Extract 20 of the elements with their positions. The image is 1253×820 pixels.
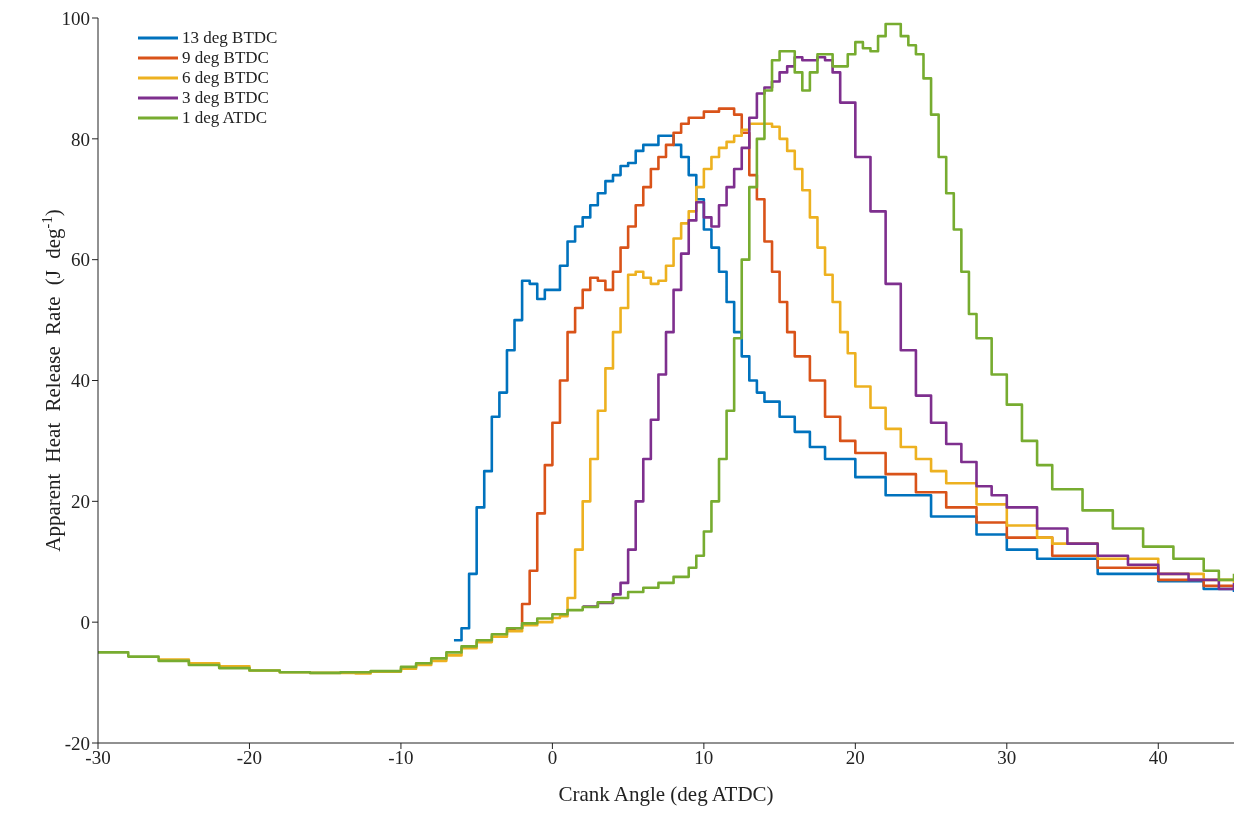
- legend-label: 6 deg BTDC: [182, 68, 269, 88]
- x-tick-label: 0: [547, 747, 558, 769]
- x-tick-label: -20: [236, 747, 263, 769]
- y-tick-label: 0: [80, 611, 90, 633]
- legend-label: 1 deg ATDC: [182, 108, 267, 128]
- legend-label: 13 deg BTDC: [182, 28, 278, 48]
- x-tick-label: 10: [694, 747, 714, 769]
- y-tick-label: 40: [71, 370, 90, 392]
- x-axis-title: Crank Angle (deg ATDC): [558, 782, 774, 806]
- x-tick-label: 30: [997, 747, 1017, 769]
- y-tick-label: 20: [71, 491, 90, 513]
- legend-label: 9 deg BTDC: [182, 48, 269, 68]
- y-tick-label: 100: [61, 7, 90, 29]
- y-tick-label: -20: [64, 732, 90, 754]
- y-tick-label: 60: [71, 249, 90, 271]
- x-tick-label: 20: [845, 747, 865, 769]
- legend-label: 3 deg BTDC: [182, 88, 269, 108]
- x-tick-label: -10: [388, 747, 414, 769]
- y-tick-label: 80: [71, 128, 90, 150]
- x-tick-label: 40: [1148, 747, 1168, 769]
